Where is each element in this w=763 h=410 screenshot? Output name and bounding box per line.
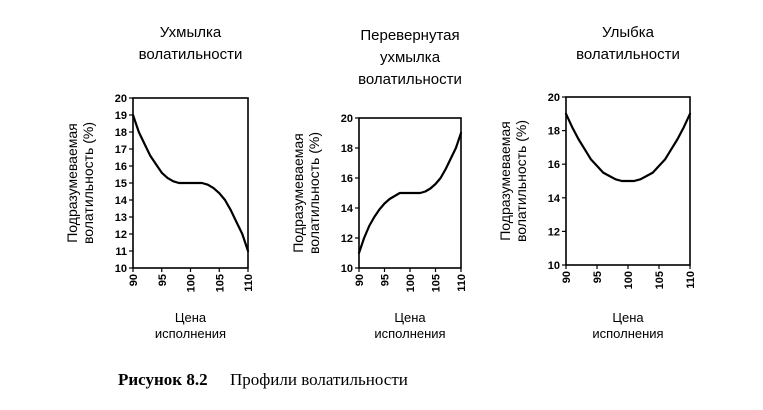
- figure-caption-text: Профили волатильности: [230, 370, 408, 389]
- chart-1: Ухмылка волатильности 10 11 12 13 14 15 16 17 18 19…: [64, 24, 255, 341]
- x-axis-label: Цена исполнения: [592, 310, 663, 341]
- y-tick-label: 12: [341, 233, 353, 245]
- y-tick-label: 12: [115, 229, 127, 241]
- y-tick-label: 14: [548, 193, 561, 205]
- chart-title-line: волатильности: [139, 46, 243, 63]
- y-tick-label: 14: [115, 195, 128, 207]
- y-axis-label-line: Подразумеваемая: [497, 121, 513, 241]
- y-tick-label: 14: [341, 203, 354, 215]
- chart-title: Перевернутая ухмылка волатильности: [358, 27, 462, 88]
- x-axis-label: Цена исполнения: [155, 310, 226, 341]
- x-tick-label: 90: [128, 274, 140, 286]
- chart-title-line: ухмылка: [380, 49, 441, 66]
- x-axis-label-line: исполнения: [374, 326, 445, 341]
- x-tick-label: 90: [354, 274, 366, 286]
- chart-2: Перевернутая ухмылка волатильности 10 12 14 16…: [290, 27, 468, 341]
- x-tick-label: 100: [623, 271, 635, 289]
- x-tick-label: 105: [431, 274, 443, 292]
- chart-title-line: Перевернутая: [360, 27, 459, 44]
- x-tick-label: 95: [157, 274, 169, 286]
- y-tick-label: 13: [115, 212, 127, 224]
- y-axis-label: Подразумеваемаяволатильность (%): [290, 132, 322, 254]
- x-tick-label: 100: [405, 274, 417, 292]
- x-axis-label-line: исполнения: [592, 326, 663, 341]
- series-line: [564, 112, 692, 183]
- y-axis-label-line: Подразумеваемая: [290, 133, 306, 253]
- x-axis-label-line: исполнения: [155, 326, 226, 341]
- x-axis-label-line: Цена: [394, 310, 426, 325]
- x-tick-label: 95: [592, 271, 604, 283]
- chart-title-line: волатильности: [576, 46, 680, 63]
- series-line: [131, 113, 250, 253]
- y-tick-label: 10: [341, 263, 353, 275]
- y-tick-label: 10: [115, 263, 127, 275]
- y-tick-label: 18: [115, 127, 127, 139]
- y-tick-label: 16: [115, 161, 127, 173]
- x-tick-label: 110: [685, 271, 697, 289]
- y-axis-label-line: волатильность (%): [306, 132, 322, 254]
- y-tick-label: 20: [341, 113, 353, 125]
- chart-title: Ухмылка волатильности: [139, 24, 243, 63]
- y-tick-label: 18: [548, 126, 560, 138]
- y-tick-label: 12: [548, 226, 560, 238]
- y-tick-label: 20: [548, 92, 560, 104]
- x-tick-label: 100: [186, 274, 198, 292]
- chart-3: Улыбка волатильности 10 12 14 16 18 20 90 95 100 10…: [497, 24, 697, 341]
- x-axis-label-line: Цена: [175, 310, 207, 325]
- x-tick-label: 110: [456, 274, 468, 292]
- y-tick-label: 15: [115, 178, 127, 190]
- y-tick-label: 11: [115, 246, 127, 258]
- chart-title-line: Ухмылка: [160, 24, 222, 41]
- chart-title-line: волатильности: [358, 71, 462, 88]
- y-tick-label: 16: [341, 173, 353, 185]
- y-axis-label: Подразумеваемаяволатильность (%): [497, 120, 529, 242]
- x-tick-label: 105: [654, 271, 666, 289]
- y-axis-label-line: волатильность (%): [513, 120, 529, 242]
- y-tick-label: 20: [115, 93, 127, 105]
- y-tick-label: 18: [341, 143, 353, 155]
- y-axis-label-line: волатильность (%): [80, 122, 96, 244]
- volatility-profiles-figure: Ухмылка волатильности 10 11 12 13 14 15 16 17 18 19…: [64, 24, 697, 341]
- y-tick-label: 10: [548, 260, 560, 272]
- x-tick-label: 110: [243, 274, 255, 292]
- figure-caption: Рисунок 8.2 Профили волатильности: [118, 370, 408, 390]
- x-tick-label: 90: [561, 271, 573, 283]
- y-tick-label: 17: [115, 144, 127, 156]
- figure-number: Рисунок 8.2: [118, 370, 208, 389]
- x-axis-label-line: Цена: [612, 310, 644, 325]
- y-tick-label: 19: [115, 110, 127, 122]
- x-tick-label: 105: [214, 274, 226, 292]
- chart-title: Улыбка волатильности: [576, 24, 680, 63]
- x-axis-label: Цена исполнения: [374, 310, 445, 341]
- x-tick-label: 95: [380, 274, 392, 286]
- y-axis-label: Подразумеваемаяволатильность (%): [64, 122, 96, 244]
- chart-title-line: Улыбка: [602, 24, 655, 41]
- series-line: [357, 131, 463, 255]
- y-tick-label: 16: [548, 159, 560, 171]
- y-axis-label-line: Подразумеваемая: [64, 123, 80, 243]
